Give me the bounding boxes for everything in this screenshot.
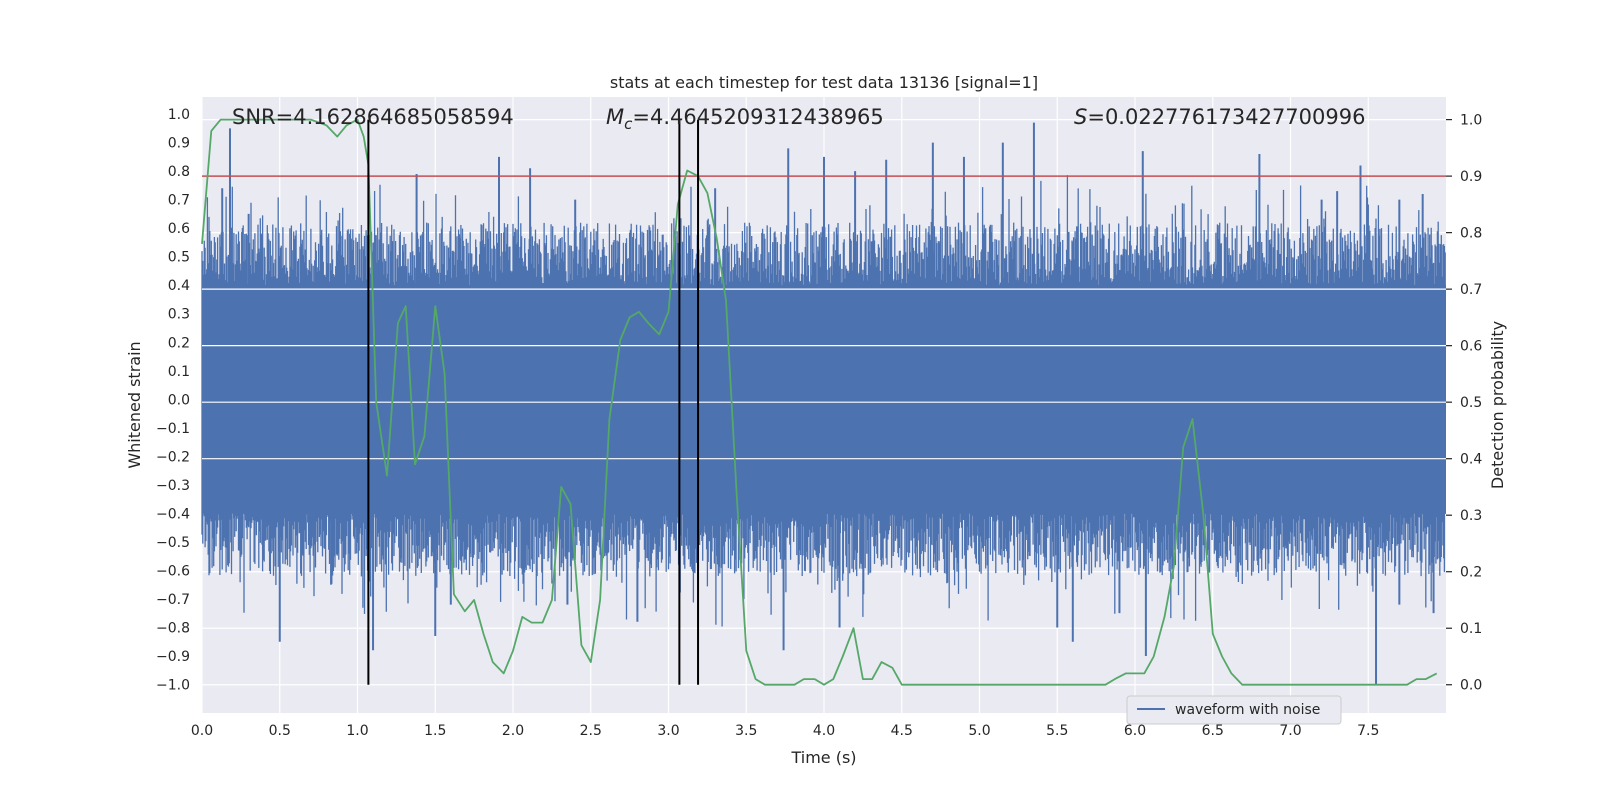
vertical-marker-group (367, 119, 700, 685)
x-tick-label: 7.5 (1357, 723, 1379, 739)
y-axis-left: −1.0 −0.9 −0.8 −0.7 −0.6 −0.5 −0.4 −0.3 −0.2 −0.1… (156, 107, 190, 693)
x-tick-label: 5.5 (1046, 723, 1068, 739)
y-right-tick-label: 0.3 (1460, 508, 1482, 524)
y-left-tick-label: 0.3 (168, 307, 190, 323)
probability-series-group (201, 118, 1438, 686)
x-tick-label: 0.5 (269, 723, 291, 739)
y-left-tick-label: 0.5 (168, 250, 190, 266)
probability-line (201, 118, 1438, 686)
x-tick-label: 4.5 (891, 723, 913, 739)
y-left-tick-label: −1.0 (156, 677, 190, 693)
waveform-spikes (221, 122, 1435, 685)
s-symbol: S (1074, 105, 1087, 129)
snr-annotation: SNR=4.162864685058594 (232, 105, 514, 129)
x-tick-label: 6.0 (1124, 723, 1146, 739)
chart-title: stats at each timestep for test data 131… (610, 73, 1038, 92)
y-right-tick-label: 0.9 (1460, 169, 1482, 185)
x-tick-label: 2.5 (580, 723, 602, 739)
y-right-tick-label: 0.1 (1460, 621, 1482, 637)
y-axis-right: 0.0 0.1 0.2 0.3 0.4 0.5 0.6 0.7 0.8 0.9 1.0 (1446, 113, 1482, 694)
y-right-tick-label: 0.2 (1460, 565, 1482, 581)
x-tick-label: 1.0 (346, 723, 368, 739)
x-axis-label: Time (s) (790, 748, 856, 767)
x-tick-label: 6.5 (1202, 723, 1224, 739)
waveform-core (202, 285, 1446, 514)
s-annotation: S=0.022776173427700996 (1074, 105, 1365, 129)
y-right-tick-label: 0.0 (1460, 678, 1482, 694)
y-left-tick-label: 0.4 (168, 278, 190, 294)
mc-annotation: Mc=4.4645209312438965 (606, 105, 884, 133)
y-left-tick-label: 0.0 (168, 392, 190, 408)
y-left-tick-label: −0.6 (156, 563, 190, 579)
mc-subscript: c (624, 115, 633, 133)
y-left-tick-label: −0.5 (156, 535, 190, 551)
y-left-tick-label: 0.8 (168, 164, 190, 180)
y-left-tick-label: 0.1 (168, 364, 190, 380)
y-axis-right-label: Detection probability (1488, 321, 1507, 489)
y-left-tick-label: 0.7 (168, 193, 190, 209)
waveform-series (201, 175, 1446, 627)
y-left-tick-label: −0.3 (156, 478, 190, 494)
mc-symbol: M (606, 105, 624, 129)
x-tick-label: 3.0 (657, 723, 679, 739)
y-right-tick-label: 0.8 (1460, 226, 1482, 242)
mc-value: =4.4645209312438965 (632, 105, 883, 129)
y-left-tick-label: 0.2 (168, 335, 190, 351)
x-tick-label: 0.0 (191, 723, 213, 739)
x-tick-label: 2.0 (502, 723, 524, 739)
y-left-tick-label: −0.9 (156, 649, 190, 665)
y-left-tick-label: −0.8 (156, 620, 190, 636)
y-left-tick-label: 1.0 (168, 107, 190, 123)
y-left-tick-label: −0.7 (156, 592, 190, 608)
x-axis: 0.0 0.5 1.0 1.5 2.0 2.5 3.0 3.5 4.0 4.5 5.0 5.5 6.0 6… (191, 723, 1380, 739)
legend-box (1126, 695, 1342, 725)
y-right-tick-label: 0.7 (1460, 282, 1482, 298)
y-left-tick-label: 0.9 (168, 136, 190, 152)
y-right-tick-label: 0.4 (1460, 452, 1482, 468)
x-tick-label: 5.0 (968, 723, 990, 739)
s-value: =0.022776173427700996 (1087, 105, 1365, 129)
y-right-tick-label: 0.6 (1460, 339, 1482, 355)
x-tick-label: 1.5 (424, 723, 446, 739)
y-left-tick-label: −0.1 (156, 421, 190, 437)
x-tick-label: 7.0 (1279, 723, 1301, 739)
x-tick-label: 4.0 (813, 723, 835, 739)
y-left-tick-label: 0.6 (168, 221, 190, 237)
legend-label: waveform with noise (1175, 702, 1320, 718)
y-left-tick-label: −0.2 (156, 449, 190, 465)
x-tick-label: 3.5 (735, 723, 757, 739)
y-right-tick-label: 1.0 (1460, 113, 1482, 129)
y-axis-left-label: Whitened strain (125, 341, 144, 468)
y-left-tick-label: −0.4 (156, 506, 190, 522)
y-right-tick-label: 0.5 (1460, 395, 1482, 411)
legend: waveform with noise (1126, 695, 1342, 725)
